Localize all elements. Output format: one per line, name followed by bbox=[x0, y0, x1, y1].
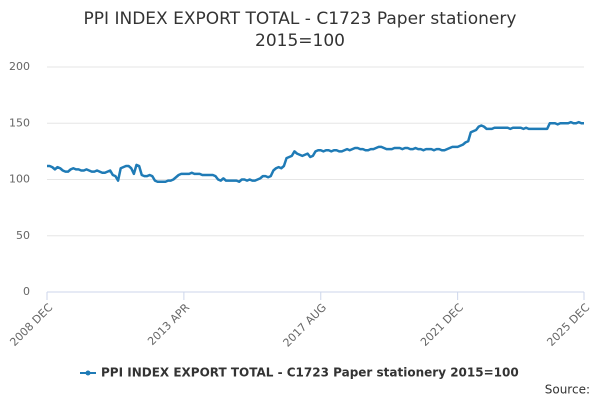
y-tick-label: 50 bbox=[16, 229, 30, 242]
series-line bbox=[47, 120, 584, 183]
x-tick-label: 2021 DEC bbox=[418, 301, 466, 349]
y-tick-label: 0 bbox=[23, 285, 30, 298]
x-tick-label: 2008 DEC bbox=[7, 301, 55, 349]
y-tick-label: 100 bbox=[9, 173, 30, 186]
legend-label: PPI INDEX EXPORT TOTAL - C1723 Paper sta… bbox=[101, 366, 519, 380]
x-tick-label: 2025 DEC bbox=[544, 301, 592, 349]
x-tick-label: 2017 AUG bbox=[281, 301, 330, 350]
credits: Source: bbox=[545, 383, 590, 397]
y-tick-label: 150 bbox=[9, 116, 30, 129]
y-tick-label: 200 bbox=[9, 60, 30, 73]
legend-marker bbox=[85, 370, 91, 376]
x-tick-label: 2013 APR bbox=[145, 301, 192, 348]
chart-title: PPI INDEX EXPORT TOTAL - C1723 Paper sta… bbox=[83, 9, 517, 51]
